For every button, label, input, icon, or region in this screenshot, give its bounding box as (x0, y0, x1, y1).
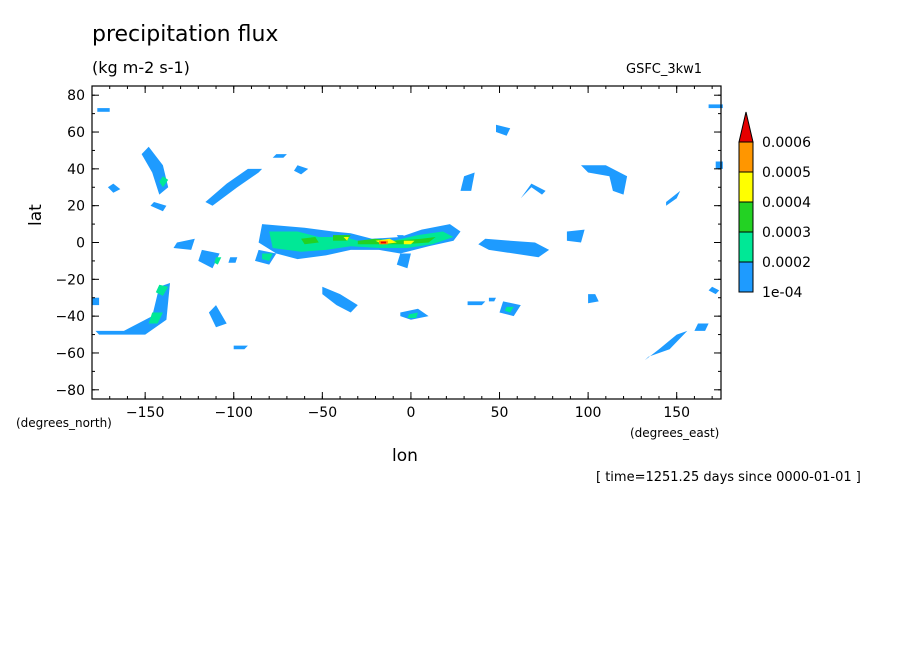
y-axis-units: (degrees_north) (16, 416, 112, 430)
colorbar-box-1 (738, 231, 754, 263)
colorbar-arrow (738, 111, 754, 143)
colorbar-label: 0.0004 (762, 195, 811, 211)
colorbar-label: 1e-04 (762, 285, 802, 301)
contour-region-33 (694, 323, 709, 331)
contour-region-10 (173, 238, 195, 250)
contour-regions (92, 104, 723, 361)
contour-region-30 (488, 297, 496, 302)
y-tick-label: 80 (67, 88, 85, 104)
axis-ticks: −150 −100 −50 0 50 100 150 −80 −60 −40 −20 0 20 40 60 8… (55, 86, 721, 421)
contour-region-25 (233, 345, 248, 350)
contour-region-45 (333, 235, 348, 241)
colorbar-box-4 (738, 141, 754, 173)
contour-region-2 (107, 183, 121, 193)
contour-region-26 (322, 286, 358, 313)
contour-region-43 (214, 257, 222, 265)
contour-region-19 (715, 161, 723, 169)
y-tick-label: 20 (67, 199, 85, 215)
contour-region-21 (708, 104, 723, 109)
x-axis-label: lon (392, 446, 418, 466)
contour-region-14 (566, 229, 585, 243)
time-label: [ time=1251.25 days since 0000-01-01 ] (596, 470, 861, 485)
y-tick-label: 0 (76, 236, 85, 252)
x-tick-label: 0 (406, 405, 415, 421)
contour-region-4 (205, 168, 263, 206)
contour-region-11 (228, 257, 238, 263)
y-tick-label: −80 (55, 383, 85, 399)
y-tick-label: −40 (55, 309, 85, 325)
y-tick-label: −60 (55, 346, 85, 362)
colorbar: 1e-04 0.0002 0.0003 0.0004 0.0005 0.0006 (738, 111, 811, 301)
contour-region-37 (155, 284, 169, 296)
contour-region-6 (294, 165, 309, 175)
contour-region-49 (403, 240, 415, 245)
contour-region-39 (407, 312, 418, 318)
colorbar-box-3 (738, 171, 754, 203)
colorbar-label: 0.0006 (762, 135, 811, 151)
source-label: GSFC_3kw1 (626, 62, 703, 77)
y-tick-label: 40 (67, 162, 85, 178)
contour-region-20 (666, 190, 681, 206)
contour-region-29 (467, 301, 486, 306)
contour-region-18 (581, 165, 628, 195)
contour-region-24 (208, 305, 227, 328)
contour-region-12 (396, 253, 411, 269)
contour-region-8 (198, 249, 220, 269)
contour-region-17 (496, 124, 511, 136)
contour-region-46 (357, 237, 436, 245)
colorbar-label: 0.0003 (762, 225, 811, 241)
contour-region-38 (148, 312, 163, 324)
contour-region-40 (159, 176, 169, 188)
x-axis-units: (degrees_east) (630, 426, 720, 440)
chart-title: precipitation flux (92, 22, 279, 47)
x-tick-label: −150 (126, 405, 164, 421)
contour-region-41 (504, 306, 514, 313)
contour-region-50 (343, 237, 349, 241)
contour-region-44 (301, 237, 319, 245)
contour-region-0 (141, 146, 169, 195)
colorbar-box-2 (738, 201, 754, 233)
chart-units: (kg m-2 s-1) (92, 58, 190, 77)
colorbar-box-0 (738, 261, 754, 293)
contour-region-15 (520, 183, 546, 199)
x-tick-label: −50 (308, 405, 338, 421)
contour-region-23 (92, 297, 100, 306)
x-tick-label: 50 (491, 405, 509, 421)
x-tick-label: 100 (575, 405, 602, 421)
colorbar-label: 0.0002 (762, 255, 811, 271)
contour-region-35 (396, 235, 404, 241)
x-tick-label: 150 (663, 405, 690, 421)
contour-region-1 (150, 202, 167, 212)
contour-region-13 (478, 238, 550, 258)
colorbar-label: 0.0005 (762, 165, 811, 181)
contour-region-34 (708, 286, 720, 295)
contour-region-52 (380, 241, 387, 244)
contour-region-5 (272, 154, 287, 158)
contour-region-31 (588, 294, 599, 304)
x-tick-label: −100 (215, 405, 253, 421)
y-tick-label: 60 (67, 125, 85, 141)
contour-region-3 (97, 108, 110, 112)
contour-region-16 (460, 172, 475, 191)
contour-region-32 (644, 330, 688, 361)
y-tick-label: −20 (55, 272, 85, 288)
contour-region-42 (262, 253, 273, 261)
